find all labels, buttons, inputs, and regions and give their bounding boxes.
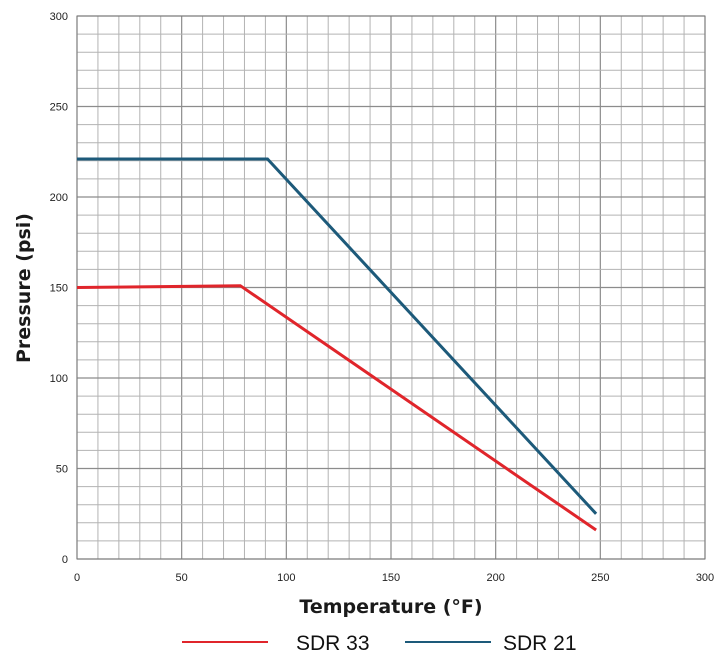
y-tick-label: 250 [50,102,68,114]
y-tick-label: 50 [56,464,68,476]
legend: SDR 33 SDR 21 [182,632,577,655]
x-tick-label: 100 [277,572,295,584]
grid [76,15,706,560]
y-axis-title: Pressure (psi) [13,213,35,363]
x-axis-title: Temperature (°F) [299,596,482,618]
series-layer [76,157,598,532]
series-line-sdr-33 [76,284,597,532]
y-tick-label: 200 [50,192,68,204]
x-tick-label: 150 [382,572,400,584]
y-tick-label: 0 [62,554,68,566]
x-tick-label: 0 [74,572,80,584]
y-tick-label: 300 [50,11,68,23]
y-tick-labels: 0 50 100 150 200 250 300 [50,11,68,566]
legend-label: SDR 33 [296,632,370,655]
x-tick-label: 50 [176,572,188,584]
x-tick-label: 250 [591,572,609,584]
x-tick-labels: 0 50 100 150 200 250 300 [74,572,714,584]
x-tick-label: 200 [486,572,504,584]
series-line-sdr-21 [77,157,598,515]
legend-label: SDR 21 [503,632,577,655]
y-tick-label: 150 [50,283,68,295]
x-tick-label: 300 [696,572,714,584]
y-tick-label: 100 [50,373,68,385]
